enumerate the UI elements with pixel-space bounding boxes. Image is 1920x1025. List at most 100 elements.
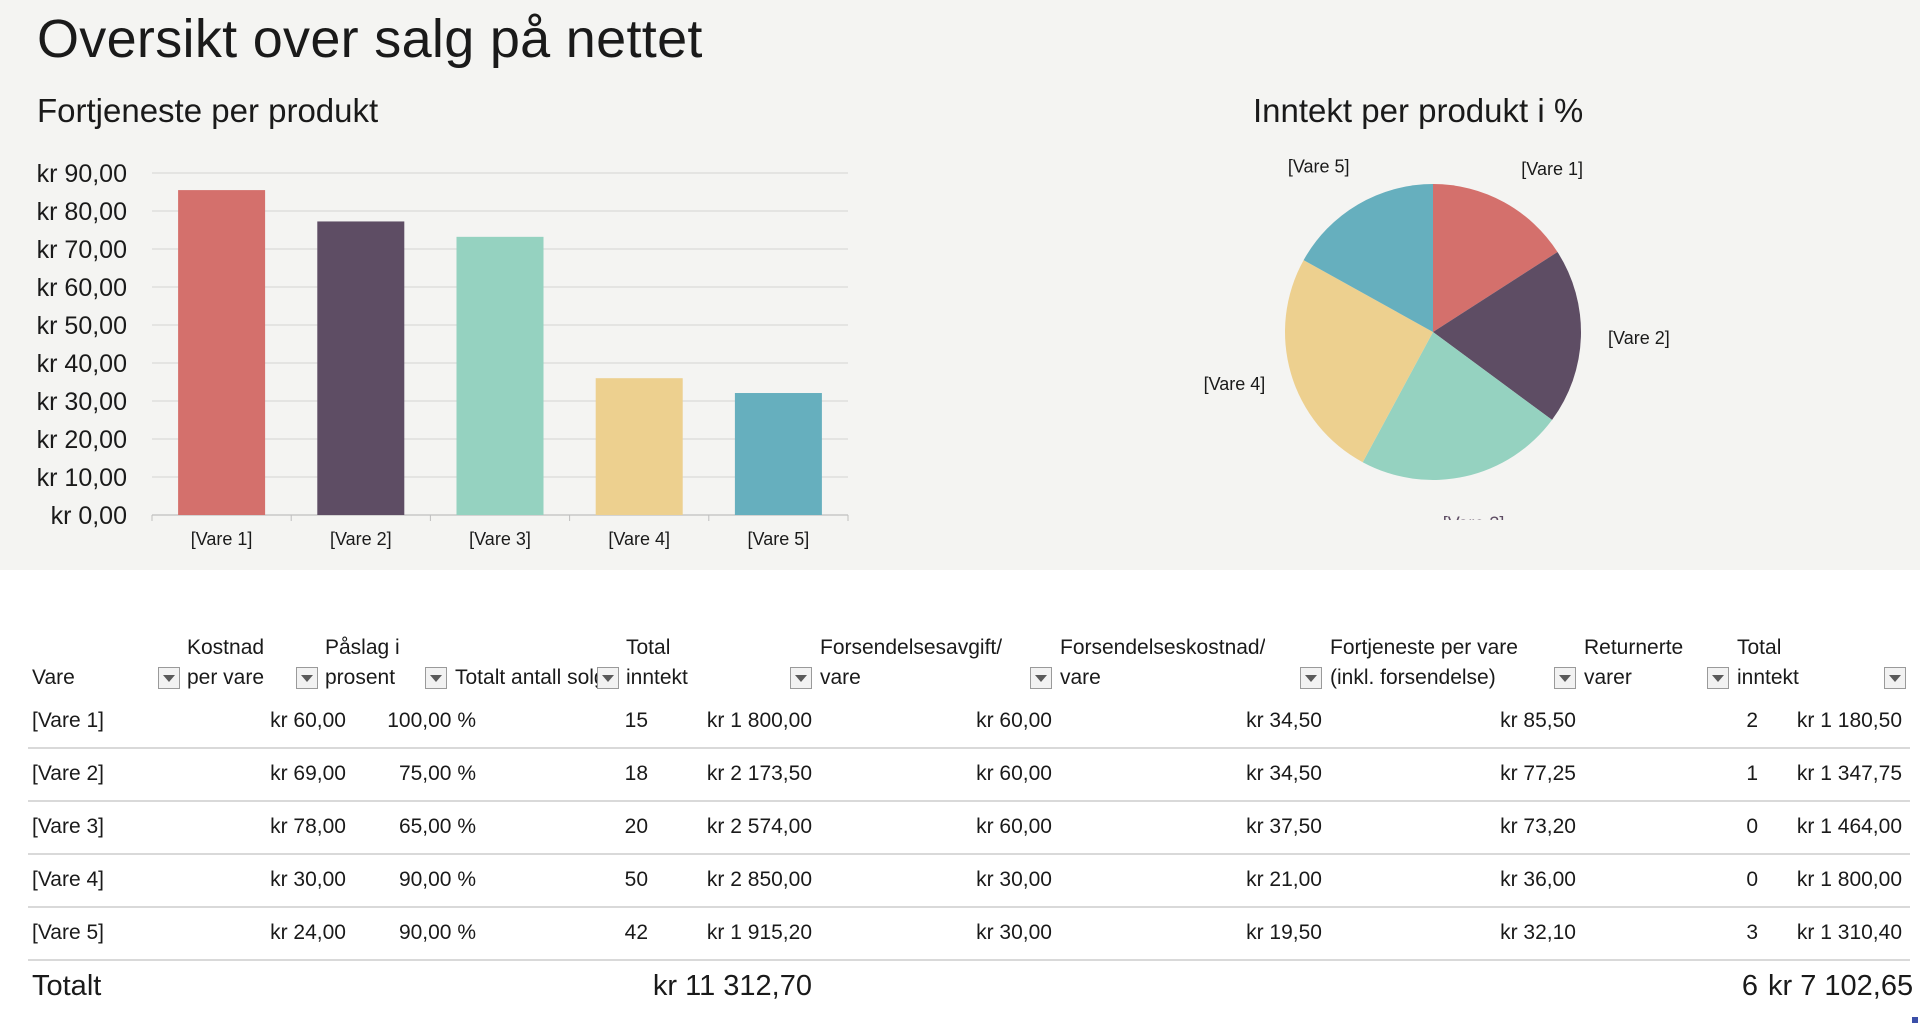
cell-forsendelseskostnad[interactable]: kr 19,50 [1246, 921, 1322, 944]
pie-slice[interactable] [1433, 252, 1581, 420]
cell-total-inntekt[interactable]: kr 2 574,00 [706, 815, 812, 838]
cell-antall[interactable]: 15 [624, 709, 648, 732]
bar[interactable] [317, 221, 405, 515]
cell-paslag[interactable]: 100,00 % [387, 709, 476, 732]
cell-forsendelsesavgift[interactable]: kr 60,00 [976, 815, 1052, 838]
cell-kostnad[interactable]: kr 24,00 [270, 921, 346, 944]
header-returnerte-line1: Returnerte [1584, 636, 1684, 659]
pie-label: [Vare 1] [1521, 159, 1583, 179]
header-forsendelsesavgift-line1: Forsendelsesavgift/ [820, 636, 1003, 659]
pie-chart[interactable]: [Vare 1] [Vare 2] [Vare 3] [Vare 4] [Vare 5] [1190, 150, 1690, 520]
cell-forsendelseskostnad[interactable]: kr 37,50 [1246, 815, 1322, 838]
pie-chart-title: Inntekt per produkt i % [1253, 92, 1584, 129]
cell-kostnad[interactable]: kr 30,00 [270, 868, 346, 891]
bar[interactable] [178, 190, 266, 515]
header-fortjeneste-line1: Fortjeneste per vare [1330, 636, 1518, 659]
table-resize-handle[interactable] [1912, 1017, 1918, 1023]
filter-dropdown-forsendelsesavgift[interactable] [1030, 667, 1052, 689]
bar[interactable] [734, 393, 822, 515]
cell-kostnad[interactable]: kr 78,00 [270, 815, 346, 838]
filter-dropdown-paslag[interactable] [425, 667, 447, 689]
cell-forsendelseskostnad[interactable]: kr 21,00 [1246, 868, 1322, 891]
filter-dropdown-fortjeneste[interactable] [1554, 667, 1576, 689]
header-inntekt-line2: inntekt [626, 666, 688, 689]
cell-fortjeneste[interactable]: kr 32,10 [1500, 921, 1576, 944]
cell-returnerte[interactable]: 3 [1746, 921, 1758, 944]
dashboard-panel: Oversikt over salg på nettet Fortjeneste… [0, 0, 1920, 570]
cell-forsendelsesavgift[interactable]: kr 60,00 [976, 709, 1052, 732]
page-title: Oversikt over salg på nettet [37, 9, 703, 69]
cell-fortjeneste[interactable]: kr 73,20 [1500, 815, 1576, 838]
cell-total-inntekt[interactable]: kr 1 915,20 [706, 921, 812, 944]
filter-dropdown-forsendelseskostnad[interactable] [1300, 667, 1322, 689]
cell-fortjeneste[interactable]: kr 85,50 [1500, 709, 1576, 732]
y-tick-label: kr 60,00 [37, 274, 127, 302]
total-net-income: kr 7 102,65 [1768, 970, 1914, 1002]
cell-paslag[interactable]: 75,00 % [398, 762, 476, 785]
filter-dropdown-antall[interactable] [597, 667, 619, 689]
cell-kostnad[interactable]: kr 69,00 [270, 762, 346, 785]
cell-paslag[interactable]: 90,00 % [398, 868, 476, 891]
cell-antall[interactable]: 18 [624, 762, 648, 785]
filter-dropdown-returnerte[interactable] [1707, 667, 1729, 689]
cell-paslag[interactable]: 90,00 % [398, 921, 476, 944]
table-row[interactable]: [Vare 4] kr 30,00 90,00 % 50 kr 2 850,00 kr 3… [28, 854, 1910, 908]
bar-chart-title: Fortjeneste per produkt [37, 92, 379, 129]
filter-dropdown-nettoinntekt[interactable] [1884, 667, 1906, 689]
cell-returnerte[interactable]: 1 [1746, 762, 1758, 785]
table-row[interactable]: [Vare 5] kr 24,00 90,00 % 42 kr 1 915,20 kr 3… [28, 907, 1910, 961]
cell-vare[interactable]: [Vare 1] [32, 709, 104, 732]
pie-slice[interactable] [1362, 332, 1553, 480]
cell-returnerte[interactable]: 0 [1746, 868, 1758, 891]
bar[interactable] [595, 378, 683, 515]
y-tick-label: kr 70,00 [37, 236, 127, 264]
cell-nettoinntekt[interactable]: kr 1 464,00 [1796, 815, 1902, 838]
cell-returnerte[interactable]: 0 [1746, 815, 1758, 838]
cell-total-inntekt[interactable]: kr 2 850,00 [706, 868, 812, 891]
cell-nettoinntekt[interactable]: kr 1 180,50 [1796, 709, 1902, 732]
filter-dropdown-kostnad[interactable] [296, 667, 318, 689]
cell-fortjeneste[interactable]: kr 36,00 [1500, 868, 1576, 891]
cell-vare[interactable]: [Vare 4] [32, 868, 104, 891]
pie-slice[interactable] [1285, 260, 1433, 463]
cell-forsendelsesavgift[interactable]: kr 30,00 [976, 868, 1052, 891]
cell-paslag[interactable]: 65,00 % [398, 815, 476, 838]
header-vare-label: Vare [32, 666, 75, 689]
cell-antall[interactable]: 50 [624, 868, 648, 891]
cell-nettoinntekt[interactable]: kr 1 310,40 [1796, 921, 1902, 944]
table-row[interactable]: [Vare 3] kr 78,00 65,00 % 20 kr 2 574,00 kr 6… [28, 801, 1910, 855]
cell-forsendelsesavgift[interactable]: kr 60,00 [976, 762, 1052, 785]
cell-fortjeneste[interactable]: kr 77,25 [1500, 762, 1576, 785]
pie-slice[interactable] [1433, 184, 1558, 332]
pie-slice[interactable] [1303, 184, 1433, 332]
x-tick-label: [Vare 2] [330, 529, 392, 549]
filter-dropdown-inntekt[interactable] [790, 667, 812, 689]
cell-total-inntekt[interactable]: kr 2 173,50 [706, 762, 812, 785]
cell-kostnad[interactable]: kr 60,00 [270, 709, 346, 732]
filter-dropdown-vare[interactable] [158, 667, 180, 689]
x-tick-label: [Vare 1] [191, 529, 253, 549]
header-paslag-line2: prosent [325, 666, 396, 689]
cell-vare[interactable]: [Vare 2] [32, 762, 104, 785]
total-row: Totalt kr 11 312,70 6 kr 7 102,65 [28, 958, 1914, 1014]
bar[interactable] [456, 236, 544, 515]
header-kostnad-line1: Kostnad [187, 636, 265, 659]
cell-antall[interactable]: 20 [624, 815, 648, 838]
cell-antall[interactable]: 42 [624, 921, 648, 944]
cell-vare[interactable]: [Vare 3] [32, 815, 104, 838]
cell-nettoinntekt[interactable]: kr 1 800,00 [1796, 868, 1902, 891]
header-forsendelseskostnad-line1: Forsendelseskostnad/ [1060, 636, 1266, 659]
cell-forsendelseskostnad[interactable]: kr 34,50 [1246, 762, 1322, 785]
table-row[interactable]: [Vare 1] kr 60,00 100,00 % 15 kr 1 800,00 kr … [28, 695, 1910, 749]
cell-total-inntekt[interactable]: kr 1 800,00 [706, 709, 812, 732]
table-row[interactable]: [Vare 2] kr 69,00 75,00 % 18 kr 2 173,50 kr 6… [28, 748, 1910, 802]
cell-forsendelseskostnad[interactable]: kr 34,50 [1246, 709, 1322, 732]
cell-returnerte[interactable]: 2 [1746, 709, 1758, 732]
total-income: kr 11 312,70 [652, 970, 812, 1002]
cell-forsendelsesavgift[interactable]: kr 30,00 [976, 921, 1052, 944]
x-tick-label: [Vare 4] [608, 529, 670, 549]
cell-vare[interactable]: [Vare 5] [32, 921, 104, 944]
bar-chart[interactable]: kr 0,00 kr 10,00 kr 20,00 kr 30,00 kr 40,00 k… [0, 150, 870, 560]
cell-nettoinntekt[interactable]: kr 1 347,75 [1796, 762, 1902, 785]
header-nettoinntekt-line1: Total [1737, 636, 1782, 659]
